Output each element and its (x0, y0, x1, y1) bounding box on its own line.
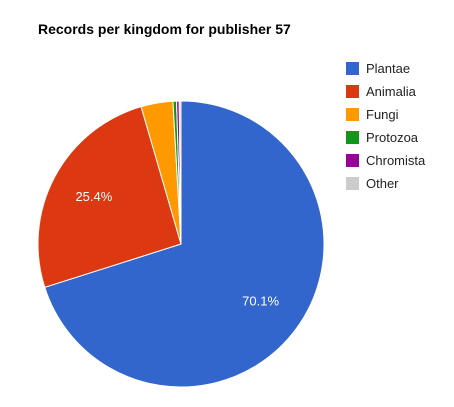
legend-swatch (346, 177, 359, 190)
legend-item-chromista[interactable]: Chromista (346, 149, 454, 172)
legend-label: Animalia (366, 84, 416, 99)
legend-swatch (346, 62, 359, 75)
pie-slice-other[interactable] (178, 100, 182, 245)
legend-label: Other (366, 176, 399, 191)
chart-legend: Plantae Animalia Fungi Protozoa Chromista Oth… (346, 57, 454, 195)
pie-data-label-plantae: 70.1% (242, 294, 279, 309)
legend-item-plantae[interactable]: Plantae (346, 57, 454, 80)
legend-item-protozoa[interactable]: Protozoa (346, 126, 454, 149)
pie-slice-plantae[interactable] (44, 100, 325, 388)
legend-label: Plantae (366, 61, 411, 76)
pie-data-label-animalia: 25.4% (75, 189, 112, 204)
legend-swatch (346, 85, 359, 98)
legend-item-other[interactable]: Other (346, 172, 454, 195)
legend-swatch (346, 108, 359, 121)
legend-label: Protozoa (366, 130, 419, 145)
legend-item-fungi[interactable]: Fungi (346, 103, 454, 126)
legend-label: Chromista (366, 153, 426, 168)
legend-swatch (346, 131, 359, 144)
legend-label: Fungi (366, 107, 399, 122)
chart-title: Records per kingdom for publisher 57 (38, 21, 291, 37)
pie-slice-animalia[interactable] (37, 106, 182, 288)
legend-swatch (346, 154, 359, 167)
legend-item-animalia[interactable]: Animalia (346, 80, 454, 103)
